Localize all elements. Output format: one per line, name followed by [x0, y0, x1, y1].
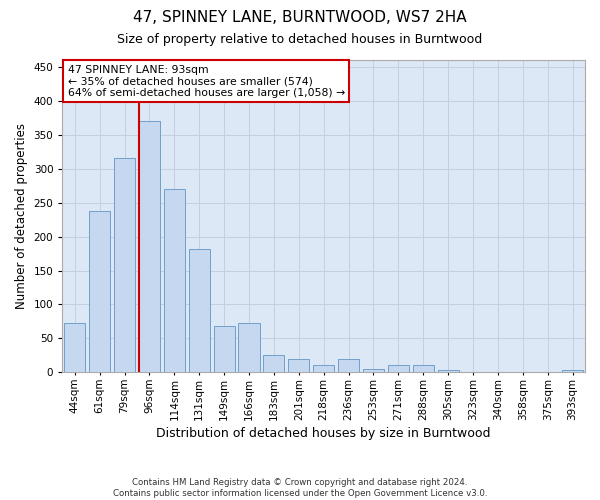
- Bar: [164, 189, 185, 372]
- Bar: [413, 365, 434, 372]
- Bar: [139, 121, 160, 372]
- Bar: [214, 326, 235, 372]
- Bar: [89, 212, 110, 372]
- Bar: [437, 370, 458, 372]
- Text: 47 SPINNEY LANE: 93sqm
← 35% of detached houses are smaller (574)
64% of semi-de: 47 SPINNEY LANE: 93sqm ← 35% of detached…: [68, 64, 345, 98]
- Bar: [363, 369, 384, 372]
- Text: Contains HM Land Registry data © Crown copyright and database right 2024.
Contai: Contains HM Land Registry data © Crown c…: [113, 478, 487, 498]
- Bar: [238, 324, 260, 372]
- Bar: [288, 359, 310, 372]
- Bar: [388, 365, 409, 372]
- Bar: [313, 365, 334, 372]
- Y-axis label: Number of detached properties: Number of detached properties: [15, 123, 28, 309]
- X-axis label: Distribution of detached houses by size in Burntwood: Distribution of detached houses by size …: [157, 427, 491, 440]
- Bar: [188, 249, 210, 372]
- Bar: [263, 356, 284, 372]
- Bar: [64, 324, 85, 372]
- Bar: [114, 158, 135, 372]
- Text: Size of property relative to detached houses in Burntwood: Size of property relative to detached ho…: [118, 32, 482, 46]
- Text: 47, SPINNEY LANE, BURNTWOOD, WS7 2HA: 47, SPINNEY LANE, BURNTWOOD, WS7 2HA: [133, 10, 467, 25]
- Bar: [562, 370, 583, 372]
- Bar: [338, 359, 359, 372]
